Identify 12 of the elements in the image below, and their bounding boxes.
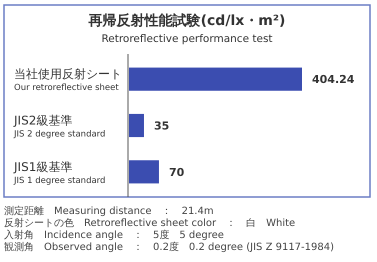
text: 測定距離 Measuring distance ： 21.4m — [4, 205, 214, 217]
data-label: 404.24 — [312, 73, 355, 86]
chart-title: 再帰反射性能試験(cd/lx・m²) — [88, 12, 286, 29]
data-label: 35 — [154, 120, 170, 132]
y-tick-label: JIS1級基準 JIS 1 degree standard — [13, 160, 106, 186]
text: 入射角 Incidence angle ： 5度 5 degree — [4, 229, 224, 241]
y-tick-label: JIS2級基準 JIS 2 degree standard — [13, 114, 106, 140]
data-label: 70 — [168, 166, 185, 179]
text: 観測角 Observed angle ： 0.2度 0.2 degree (JIS Z 9117-1984) — [4, 241, 334, 253]
text: 反射シートの色 Retroreflective sheet color ： 白 White — [4, 217, 296, 229]
chart-subtitle: Retroreflective performance test — [101, 33, 273, 45]
y-tick-label: 当社使用反射シート Our retroreflective sheet — [14, 67, 122, 94]
